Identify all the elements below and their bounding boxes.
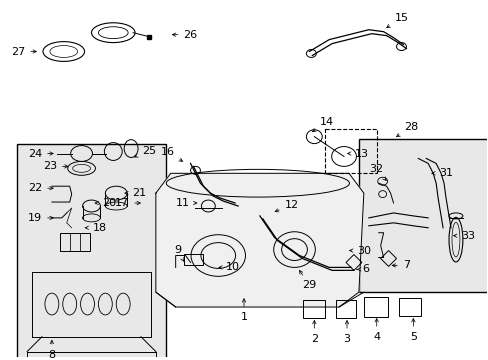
Bar — [183, 253, 203, 265]
Text: 31: 31 — [431, 168, 452, 178]
Text: 16: 16 — [161, 147, 182, 161]
Text: 26: 26 — [172, 30, 197, 40]
Bar — [363, 297, 387, 317]
Bar — [399, 298, 421, 316]
Text: 10: 10 — [219, 262, 240, 273]
Text: 25: 25 — [134, 145, 156, 157]
Text: 9: 9 — [174, 244, 183, 261]
Bar — [335, 300, 355, 318]
FancyBboxPatch shape — [17, 144, 165, 360]
Text: 6: 6 — [356, 264, 368, 274]
Text: 11: 11 — [175, 198, 196, 208]
Text: 33: 33 — [453, 231, 474, 241]
Text: 1: 1 — [240, 299, 247, 322]
Text: 12: 12 — [275, 200, 298, 212]
FancyBboxPatch shape — [358, 139, 488, 292]
Text: 28: 28 — [396, 122, 418, 137]
Text: 24: 24 — [28, 149, 53, 158]
Text: 19: 19 — [28, 213, 53, 223]
Text: 17: 17 — [115, 198, 140, 208]
Text: 7: 7 — [391, 260, 409, 270]
Polygon shape — [156, 173, 363, 307]
Text: 30: 30 — [349, 246, 370, 256]
Text: 13: 13 — [347, 149, 368, 158]
Text: 22: 22 — [28, 183, 53, 193]
Text: 21: 21 — [124, 188, 146, 198]
Text: 23: 23 — [43, 161, 68, 171]
Text: 27: 27 — [11, 46, 36, 57]
Text: 15: 15 — [386, 13, 407, 28]
Text: 2: 2 — [310, 320, 317, 344]
Text: 8: 8 — [48, 340, 55, 360]
Bar — [325, 129, 376, 173]
Bar — [60, 233, 89, 251]
Text: 3: 3 — [343, 320, 350, 344]
Text: 32: 32 — [369, 165, 386, 180]
Text: 4: 4 — [372, 319, 380, 342]
Text: 14: 14 — [312, 117, 334, 132]
Text: 5: 5 — [409, 319, 416, 342]
Text: 29: 29 — [299, 270, 316, 290]
Text: 20: 20 — [95, 198, 116, 208]
Bar — [303, 300, 325, 318]
Text: 18: 18 — [85, 223, 106, 233]
